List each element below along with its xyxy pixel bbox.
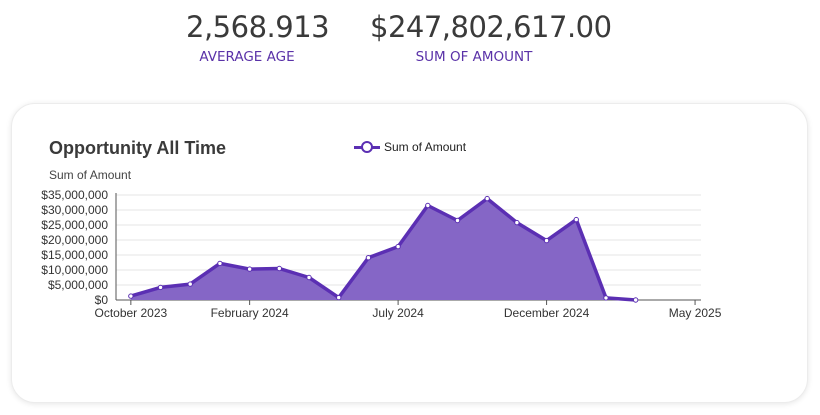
chart-legend[interactable]: Sum of Amount xyxy=(354,140,466,154)
data-point xyxy=(543,237,550,244)
data-point xyxy=(128,293,134,299)
y-tick-label: $20,000,000 xyxy=(41,233,108,247)
data-point xyxy=(187,281,193,287)
x-tick-label: July 2024 xyxy=(372,306,424,320)
data-point xyxy=(217,260,223,267)
kpi-sum-amount-label: SUM OF AMOUNT xyxy=(415,49,533,65)
legend-label: Sum of Amount xyxy=(384,140,467,154)
data-point xyxy=(276,265,283,272)
y-tick-label: $25,000,000 xyxy=(41,218,108,232)
x-tick-label: February 2024 xyxy=(211,306,289,320)
series-line xyxy=(130,196,636,302)
data-point xyxy=(336,294,342,301)
data-point xyxy=(395,243,401,250)
y-tick-label: $30,000,000 xyxy=(41,203,108,217)
data-point xyxy=(632,297,639,303)
y-tick-label: $5,000,000 xyxy=(48,278,108,292)
data-point xyxy=(603,295,609,301)
data-point xyxy=(306,274,312,281)
data-point xyxy=(454,217,461,224)
x-tick-label: December 2024 xyxy=(504,306,590,320)
data-point xyxy=(425,202,431,209)
kpi-average-age-value: 2,568.913 xyxy=(186,10,330,44)
kpi-sum-amount: $247,802,617.00 SUM OF AMOUNT xyxy=(370,10,612,65)
kpi-average-age-label: AVERAGE AGE xyxy=(199,49,295,65)
legend-line-marker-icon xyxy=(354,140,380,154)
kpi-average-age: 2,568.913 AVERAGE AGE xyxy=(186,10,330,65)
y-tick-label: $10,000,000 xyxy=(41,263,108,277)
data-point xyxy=(573,216,579,223)
data-point xyxy=(246,266,253,272)
kpi-sum-amount-value: $247,802,617.00 xyxy=(370,10,612,44)
data-point xyxy=(365,255,372,261)
y-tick-label: $0 xyxy=(95,293,109,307)
y-axis-label: Sum of Amount xyxy=(49,168,132,182)
data-point xyxy=(157,284,164,291)
data-point xyxy=(484,195,490,202)
y-tick-label: $35,000,000 xyxy=(41,188,108,202)
x-tick-label: October 2023 xyxy=(94,306,167,320)
chart-title: Opportunity All Time xyxy=(49,138,227,158)
y-tick-label: $15,000,000 xyxy=(41,248,108,262)
series-area xyxy=(130,198,636,300)
x-tick-label: May 2025 xyxy=(669,306,722,320)
data-point xyxy=(514,219,520,226)
